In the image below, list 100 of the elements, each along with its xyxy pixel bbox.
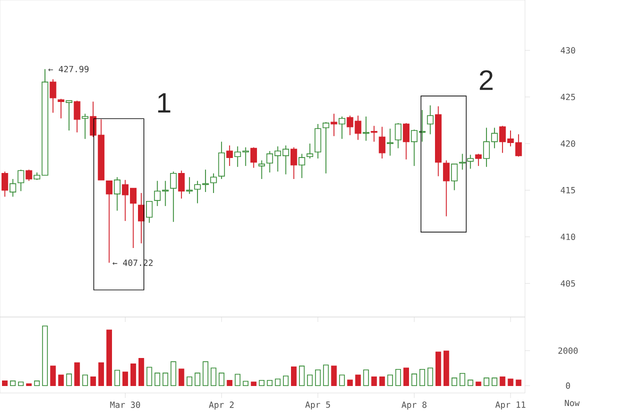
bar	[307, 374, 313, 386]
bar	[114, 370, 120, 386]
bar	[403, 368, 409, 386]
bar	[50, 366, 56, 386]
bar	[331, 366, 337, 386]
candlestick	[338, 116, 346, 140]
bar	[90, 376, 96, 386]
annotation: 1	[158, 93, 170, 112]
bar	[2, 380, 8, 386]
candlestick	[306, 143, 314, 159]
bar	[274, 378, 281, 386]
candlestick	[362, 116, 370, 142]
bar	[234, 374, 240, 386]
candlestick	[298, 153, 306, 179]
bar	[242, 380, 248, 386]
candlestick	[74, 100, 80, 133]
bar	[419, 368, 426, 386]
x-tick-label: Apr 2	[208, 402, 234, 410]
candlestick	[258, 160, 265, 180]
bar	[146, 366, 152, 386]
bar	[476, 382, 482, 386]
bar	[347, 380, 353, 386]
candlestick	[322, 122, 330, 174]
y-tick-label: 430	[560, 47, 576, 54]
bar	[138, 358, 144, 386]
bar	[106, 330, 112, 386]
x-tick-label: Apr 5	[305, 402, 330, 410]
y-tick-label: 405	[560, 280, 575, 287]
bar	[484, 378, 490, 386]
bar	[218, 372, 224, 386]
bar	[154, 372, 160, 386]
bar	[266, 380, 273, 386]
candlestick	[314, 124, 322, 159]
y-tick-label: 2000	[558, 347, 578, 354]
bar	[122, 372, 128, 386]
candlestick	[467, 154, 474, 170]
bar	[500, 376, 506, 386]
bar	[492, 378, 498, 386]
candlestick	[459, 153, 466, 170]
candlestick	[10, 178, 16, 198]
candlestick	[82, 113, 88, 140]
candlestick	[426, 104, 434, 135]
candlestick	[58, 98, 64, 119]
bar	[98, 362, 104, 386]
bar	[452, 378, 458, 386]
bar	[363, 369, 369, 386]
bar	[291, 366, 297, 386]
candlestick	[386, 128, 394, 156]
candlestick	[26, 169, 32, 182]
y-tick-label: 425	[560, 94, 575, 100]
bar	[258, 380, 265, 386]
bar	[18, 382, 24, 386]
candlestick	[18, 169, 24, 192]
bar	[34, 380, 40, 386]
bar	[516, 380, 522, 386]
bar	[427, 368, 434, 386]
candlestick	[138, 192, 145, 244]
bar	[186, 376, 192, 386]
bar	[339, 374, 345, 386]
bar	[58, 374, 64, 386]
bar	[508, 378, 514, 386]
bar	[82, 374, 88, 386]
bar	[435, 352, 442, 386]
candlestick	[402, 122, 410, 160]
candlestick	[2, 171, 8, 198]
bar	[323, 364, 329, 386]
candlestick	[218, 141, 225, 180]
y-tick-label: 415	[560, 187, 575, 194]
y-tick-label: 410	[560, 234, 576, 240]
bar	[170, 361, 176, 386]
candlestick	[66, 100, 72, 131]
bar	[395, 368, 401, 386]
bar	[250, 382, 256, 386]
bar	[315, 369, 321, 386]
bar	[379, 376, 385, 386]
candlestick	[475, 153, 482, 166]
candlestick	[170, 171, 177, 222]
bar	[387, 374, 393, 386]
bar	[460, 372, 466, 386]
y-tick-label: 0	[566, 382, 570, 389]
candlestick	[394, 122, 402, 149]
candlestick	[250, 146, 257, 168]
candlestick	[378, 126, 386, 159]
bar	[178, 368, 184, 386]
candlestick	[443, 160, 450, 217]
bar	[355, 374, 361, 386]
x-axis-title: Now	[564, 400, 580, 406]
bar	[66, 374, 72, 386]
annotation: ← 427.99	[48, 66, 89, 72]
bar	[282, 376, 289, 386]
bar	[130, 364, 136, 386]
candlestick	[146, 200, 153, 224]
y-tick-label: 420	[560, 140, 576, 147]
bar	[194, 372, 200, 386]
bar	[371, 376, 377, 386]
x-tick-label: Apr 11	[495, 402, 526, 410]
bar	[162, 372, 168, 386]
candlestick	[106, 180, 112, 264]
candlestick	[451, 164, 458, 191]
x-tick-label: Mar 30	[110, 402, 140, 408]
